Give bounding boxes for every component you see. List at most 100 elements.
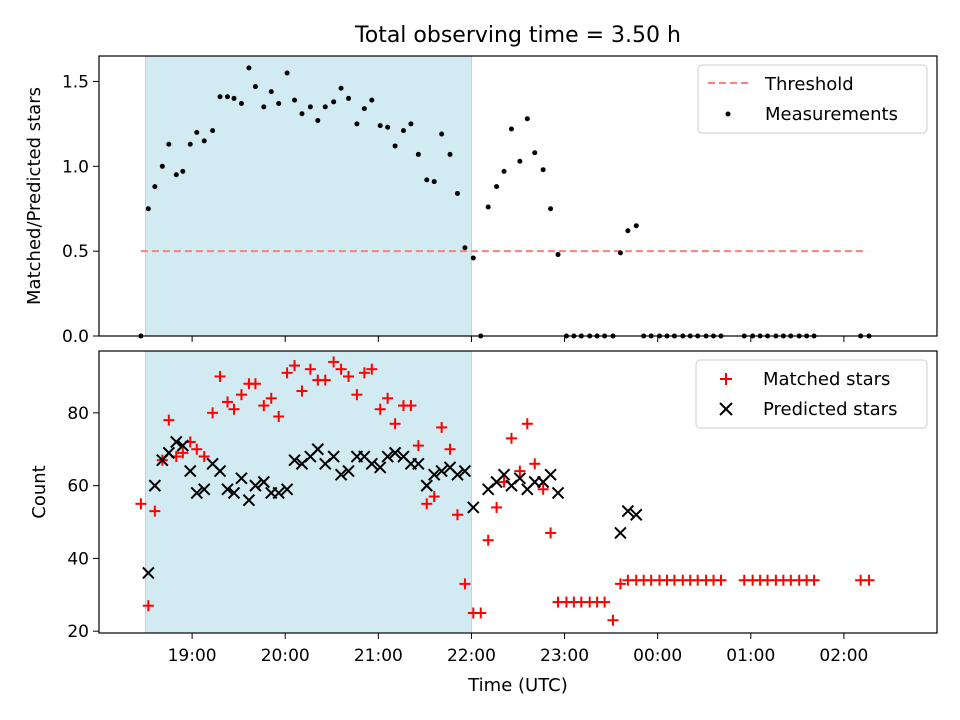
matched-star-point [289, 360, 301, 372]
count-panel-frame [98, 350, 938, 634]
measurement-point [532, 150, 538, 156]
matched-star-point [296, 385, 308, 397]
measurement-point [462, 245, 468, 251]
legend-matched-label: Matched stars [763, 369, 890, 390]
legend-matched-swatch [720, 373, 732, 385]
x-tick-label: 02:00 [819, 646, 868, 666]
matched-star-point [221, 396, 233, 408]
predicted-star-point [288, 453, 301, 467]
predicted-star-point [311, 443, 325, 456]
measurement-point [284, 70, 290, 76]
matched-star-point [436, 421, 448, 433]
predicted-star-point [327, 450, 340, 463]
ratio-panel: 0.0 0.5 1.0 1.5 Matched/Predicted stars Thr… [24, 55, 938, 347]
measurement-point [346, 95, 352, 101]
ratio-y-axis: 0.0 0.5 1.0 1.5 [62, 72, 99, 347]
matched-star-point [351, 389, 363, 401]
predicted-star-point [162, 446, 176, 460]
counts-layer [135, 356, 875, 626]
x-axis-label: Time (UTC) [467, 675, 568, 696]
matched-star-point [505, 432, 517, 444]
matched-star-point [412, 440, 424, 452]
y-tick-label: 0.0 [62, 327, 89, 347]
measurement-point [385, 124, 391, 130]
count-y-axis-label: Count [29, 465, 50, 518]
ratio-y-axis-label: Matched/Predicted stars [24, 87, 45, 305]
predicted-star-point [614, 526, 627, 540]
matched-star-point [304, 363, 316, 375]
matched-star-point [198, 451, 210, 463]
measurement-point [633, 223, 639, 229]
predicted-star-point [184, 464, 197, 478]
predicted-star-point [280, 483, 294, 496]
measurement-point [431, 179, 437, 185]
matched-star-point [491, 501, 503, 513]
x-tick-label: 22:00 [447, 646, 496, 666]
predicted-star-point [227, 486, 241, 500]
measurement-point [540, 167, 546, 173]
measurement-point [377, 123, 383, 129]
legend-predicted-swatch [719, 402, 733, 416]
matched-star-point [319, 374, 331, 386]
matched-star-point [599, 596, 611, 608]
measurement-point [369, 97, 375, 103]
matched-star-point [228, 403, 240, 415]
measurement-point [173, 172, 179, 178]
count-legend-box [695, 359, 928, 429]
predicted-star-point [513, 472, 527, 485]
matched-star-point [521, 418, 533, 430]
count-panel: 20 40 60 80 19:00 20:00 21:00 22:00 23:00 00:00 0… [29, 350, 938, 696]
x-tick-label: 19:00 [168, 646, 217, 666]
predicted-star-point [342, 464, 355, 478]
measurement-point [338, 85, 344, 91]
matched-star-point [374, 403, 386, 415]
predicted-star-point [190, 486, 203, 500]
ratio-legend-box [697, 64, 928, 134]
predicted-star-point [170, 435, 183, 449]
legend-measurements-swatch [725, 111, 731, 117]
matched-star-point [265, 392, 277, 404]
measurement-point [231, 95, 237, 101]
predicted-star-point [334, 468, 348, 481]
matched-star-point [389, 418, 401, 430]
figure-title: Total observing time = 3.50 h [354, 23, 681, 48]
matched-star-point [214, 370, 226, 382]
predicted-star-point [272, 486, 285, 500]
matched-star-point [428, 491, 440, 503]
matched-star-point [607, 614, 619, 626]
matched-star-point [459, 578, 471, 590]
predicted-star-point [551, 486, 565, 500]
x-tick-label: 00:00 [633, 646, 682, 666]
measurement-point [315, 117, 321, 123]
predicted-star-point [435, 464, 448, 478]
y-tick-label: 80 [67, 404, 89, 424]
measurement-point [187, 141, 193, 147]
x-tick-label: 01:00 [726, 646, 775, 666]
measurement-point [439, 131, 445, 137]
predicted-star-point [365, 457, 379, 471]
measurement-point [292, 97, 298, 103]
measurement-point [238, 101, 244, 107]
measurement-point [246, 65, 252, 71]
time-x-axis: 19:00 20:00 21:00 22:00 23:00 00:00 01:00 02:00 [168, 633, 868, 666]
matched-star-point [529, 458, 541, 470]
measurement-point [424, 177, 430, 183]
measurement-point [508, 126, 514, 132]
measurement-point [415, 151, 421, 157]
predicted-star-point [373, 461, 387, 474]
measurement-point [408, 121, 414, 127]
predicted-star-point [257, 475, 271, 489]
matched-star-point [863, 574, 875, 586]
matched-star-point [177, 447, 189, 459]
measurement-point [166, 141, 172, 147]
matched-star-point [366, 363, 378, 375]
predicted-star-point [497, 468, 511, 481]
matched-star-point [335, 363, 347, 375]
matched-star-point [135, 498, 147, 510]
measurement-point [224, 94, 230, 100]
matched-star-point [328, 356, 340, 368]
matched-star-point [808, 574, 820, 586]
y-tick-label: 40 [67, 549, 89, 569]
matched-star-point [382, 392, 394, 404]
matched-star-point [343, 370, 355, 382]
